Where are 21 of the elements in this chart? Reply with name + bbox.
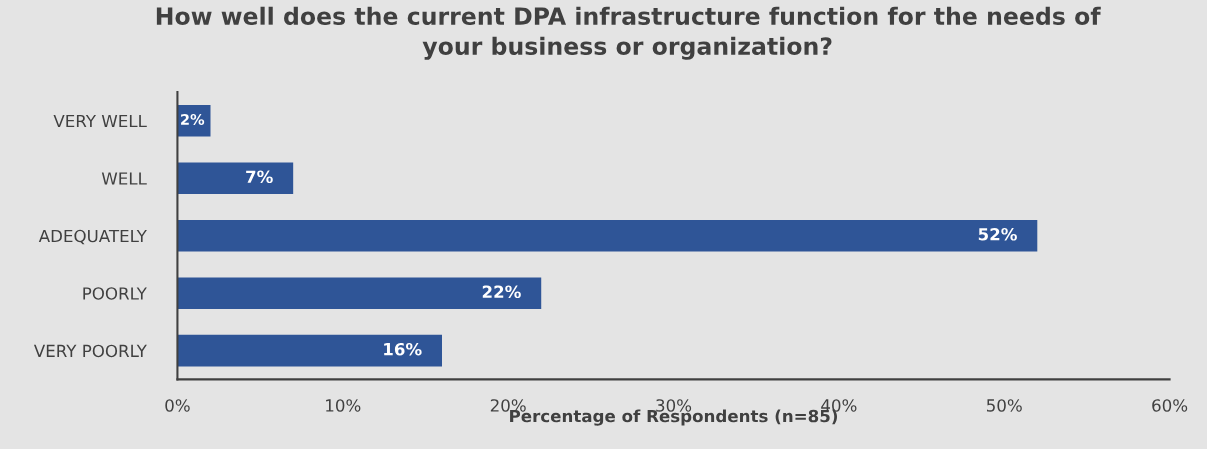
y-tick-label: POORLY <box>83 287 147 300</box>
x-tick-label: 50% <box>986 399 1022 412</box>
x-tick-label: 60% <box>1152 399 1188 412</box>
chart-title: How well does the current DPA infrastructure function for the needs of your business or organization? <box>156 6 1101 60</box>
bar <box>177 277 542 309</box>
y-tick-label: VERY WELL <box>53 114 147 128</box>
x-tick-label: 20% <box>490 399 526 412</box>
bar <box>177 104 211 137</box>
bar <box>177 219 1038 252</box>
data-label: 7% <box>246 170 273 184</box>
data-label: 16% <box>384 342 422 356</box>
x-tick-label: 0% <box>165 399 190 412</box>
x-tick-label: 10% <box>326 399 361 412</box>
bar <box>177 334 442 367</box>
bar <box>177 162 294 195</box>
y-tick-label: WELL <box>101 172 147 185</box>
y-tick-label: ADEQUATELY <box>38 229 147 245</box>
data-label: 2% <box>181 113 205 126</box>
data-label: 52% <box>978 227 1017 241</box>
y-tick-label: VERY POORLY <box>33 344 147 358</box>
data-label: 22% <box>482 285 521 299</box>
